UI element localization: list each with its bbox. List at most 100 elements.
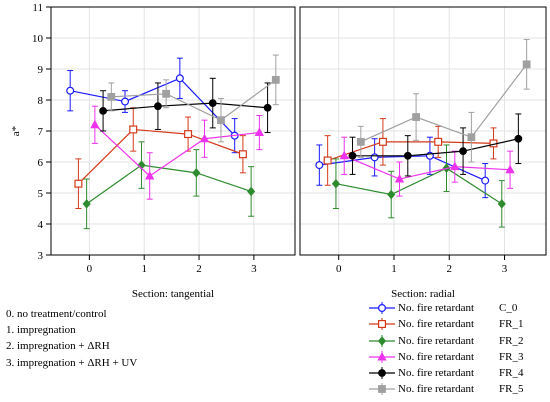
data-point bbox=[66, 86, 75, 95]
series-line bbox=[70, 77, 236, 137]
data-point bbox=[107, 93, 116, 101]
data-point bbox=[247, 186, 256, 197]
y-tick-label: 4 bbox=[38, 219, 44, 231]
data-point bbox=[522, 60, 531, 69]
data-point bbox=[315, 161, 324, 170]
data-point bbox=[505, 164, 515, 174]
plot-frame bbox=[299, 6, 547, 256]
series-FR_2 bbox=[331, 144, 506, 228]
y-tick-label: 10 bbox=[32, 33, 44, 45]
data-point bbox=[450, 161, 460, 171]
series-line bbox=[352, 138, 519, 157]
y-axis: 3 4 5 6 7 8 9 10 11 bbox=[32, 2, 51, 262]
data-point bbox=[263, 103, 272, 112]
legend-item-fr4: No. fire retardant FR_4 bbox=[368, 365, 550, 381]
data-point bbox=[129, 125, 138, 134]
series-FR_3 bbox=[339, 136, 515, 197]
data-point bbox=[199, 133, 210, 143]
data-point bbox=[387, 189, 396, 200]
data-point bbox=[238, 150, 247, 159]
series-line bbox=[94, 124, 260, 177]
legend: No. fire retardant C_0 No. fire retardan… bbox=[368, 300, 550, 402]
y-tick-label: 6 bbox=[38, 157, 44, 169]
x-axis-label: Section: tangential bbox=[132, 288, 214, 300]
data-point bbox=[121, 97, 130, 106]
series-line bbox=[335, 167, 503, 205]
data-point bbox=[331, 178, 340, 189]
panel-1: 0 1 2 3 Section: radial bbox=[299, 6, 547, 300]
legend-item-fr2: No. fire retardant FR_2 bbox=[368, 333, 550, 349]
legend-item-fr3: No. fire retardant FR_3 bbox=[368, 349, 550, 365]
data-point bbox=[82, 199, 91, 209]
x-tick-label: 1 bbox=[391, 263, 397, 275]
legend-group: FR_5 bbox=[499, 383, 524, 396]
legend-group: C_0 bbox=[499, 302, 518, 314]
panel-0: 0 1 2 3 Section: tangential bbox=[50, 6, 296, 300]
data-point bbox=[145, 170, 155, 180]
data-point bbox=[271, 75, 280, 84]
data-point bbox=[348, 151, 357, 160]
y-tick-label: 3 bbox=[38, 250, 44, 262]
data-point bbox=[162, 89, 171, 98]
data-point bbox=[459, 147, 467, 156]
data-point bbox=[481, 176, 490, 185]
series-line bbox=[77, 128, 244, 185]
legend-marker bbox=[378, 320, 387, 329]
x-axis-label: Section: radial bbox=[391, 288, 455, 300]
data-point bbox=[254, 127, 264, 137]
legend-marker bbox=[378, 303, 387, 313]
data-point bbox=[208, 99, 217, 107]
data-point bbox=[90, 119, 100, 129]
y-tick-label: 9 bbox=[38, 64, 44, 76]
legend-group: FR_1 bbox=[499, 318, 524, 331]
legend-label: No. fire retardant bbox=[398, 383, 475, 396]
data-point bbox=[323, 156, 332, 165]
y-tick-label: 11 bbox=[32, 2, 43, 14]
series-line bbox=[327, 141, 494, 162]
data-point bbox=[403, 151, 412, 160]
series-line bbox=[86, 164, 252, 205]
data-point bbox=[434, 137, 443, 146]
data-point bbox=[339, 150, 349, 160]
data-point bbox=[192, 168, 201, 178]
series-FR_2 bbox=[82, 141, 256, 230]
note-3: 3. impregnation + ΔRH + UV bbox=[6, 356, 138, 369]
series-FR_4 bbox=[99, 77, 272, 134]
x-tick-label: 3 bbox=[251, 263, 257, 275]
y-axis-label: a* bbox=[10, 126, 22, 136]
series-line bbox=[343, 155, 511, 180]
series-FR_1 bbox=[74, 107, 247, 209]
data-point bbox=[394, 174, 405, 183]
legend-item-fr5: No. fire retardant FR_5 bbox=[368, 381, 550, 397]
legend-marker bbox=[378, 369, 386, 378]
note-0: 0. no treatment/control bbox=[6, 308, 107, 320]
legend-label: No. fire retardant bbox=[398, 318, 475, 331]
legend-item-fr1: No. fire retardant FR_1 bbox=[368, 316, 550, 332]
x-tick-label: 0 bbox=[336, 263, 342, 275]
legend-label: No. fire retardant bbox=[398, 350, 475, 363]
series-FR_4 bbox=[348, 113, 523, 177]
data-point bbox=[184, 130, 193, 139]
plot-frame bbox=[50, 6, 296, 256]
series-line bbox=[111, 79, 277, 121]
data-point bbox=[217, 116, 225, 125]
legend-group: FR_2 bbox=[499, 334, 524, 347]
legend-group: FR_3 bbox=[499, 350, 524, 363]
note-1: 1. impregnation bbox=[6, 324, 76, 337]
data-point bbox=[467, 133, 476, 142]
y-tick-label: 7 bbox=[38, 126, 44, 138]
legend-marker bbox=[378, 385, 386, 394]
series-C_0 bbox=[66, 57, 239, 154]
legend-marker bbox=[377, 335, 387, 346]
series-FR_1 bbox=[323, 118, 498, 186]
legend-label: No. fire retardant bbox=[398, 334, 475, 347]
data-point bbox=[99, 106, 107, 115]
chart: 3 4 5 6 7 8 9 10 11 a* 0 1 2 3 Section: tangential 0 1 2 3… bbox=[10, 2, 547, 300]
series-FR_3 bbox=[90, 105, 264, 200]
legend-swatch bbox=[369, 318, 395, 331]
legend-swatch bbox=[369, 383, 395, 396]
data-point bbox=[175, 74, 184, 83]
data-point bbox=[74, 179, 83, 188]
section-notes: 0. no treatment/control 1. impregnation … bbox=[6, 306, 137, 371]
legend-label: No. fire retardant bbox=[398, 302, 475, 314]
